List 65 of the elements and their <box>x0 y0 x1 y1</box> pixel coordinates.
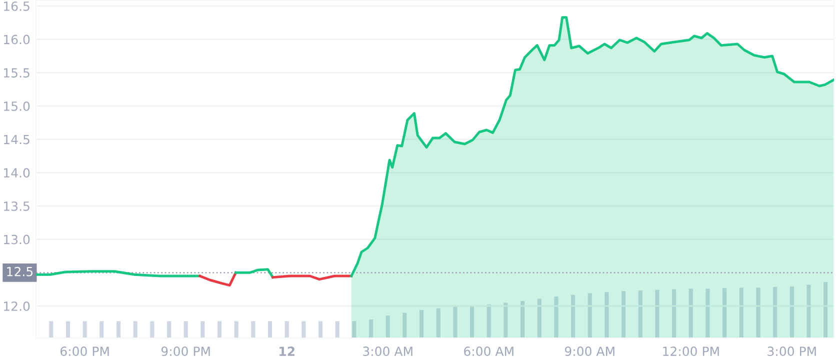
y-tick-label: 14.5 <box>4 134 30 144</box>
x-tick-label: 12:00 PM <box>663 346 719 356</box>
y-tick-label: 16.0 <box>4 34 30 44</box>
y-tick-label: 16.5 <box>4 1 30 11</box>
bar <box>688 288 693 338</box>
bar <box>470 306 474 338</box>
bar <box>436 308 440 338</box>
bar <box>824 282 828 338</box>
y-tick-label: 13.5 <box>4 201 30 211</box>
bar <box>369 320 374 338</box>
bar <box>116 321 121 338</box>
x-tick-label: 6:00 AM <box>464 346 514 356</box>
bar <box>352 321 356 338</box>
bar <box>268 321 272 338</box>
x-tick-label: 3:00 AM <box>363 346 412 356</box>
x-tick-label: 3:00 PM <box>768 346 816 356</box>
y-tick-label: 13.0 <box>4 234 30 244</box>
bar <box>554 296 558 338</box>
bar <box>184 321 188 338</box>
bar <box>672 289 676 338</box>
bar <box>453 306 458 338</box>
bar <box>739 288 744 338</box>
x-tick-label: 9:00 PM <box>161 346 210 356</box>
bar <box>284 321 289 338</box>
bar <box>638 290 642 338</box>
bar <box>402 312 407 338</box>
bar <box>318 321 323 338</box>
bar <box>150 321 154 338</box>
x-tick-label: 12 <box>280 346 294 356</box>
bar <box>49 321 54 338</box>
x-tick-label: 6:00 PM <box>60 346 109 356</box>
bar <box>234 321 238 338</box>
bar <box>790 286 794 338</box>
bar <box>504 302 508 338</box>
bar <box>386 316 390 338</box>
bar <box>520 301 525 338</box>
bar <box>722 288 727 338</box>
bar <box>806 284 811 338</box>
bar <box>217 321 222 338</box>
bar <box>100 321 104 338</box>
bar <box>604 292 609 338</box>
bar <box>773 287 778 338</box>
bar <box>133 321 138 338</box>
bar <box>588 293 592 338</box>
bar <box>622 290 626 338</box>
bar <box>82 321 87 338</box>
bar <box>756 288 760 338</box>
bar <box>166 321 172 338</box>
bar <box>571 294 576 338</box>
bar <box>66 321 70 338</box>
bar <box>200 321 205 338</box>
ref-line-label: 12.5 <box>7 266 33 276</box>
y-tick-label: 15.0 <box>4 101 30 111</box>
bar <box>335 321 340 338</box>
x-tick-label: 9:00 AM <box>564 346 614 356</box>
bar <box>251 321 256 338</box>
bar <box>537 298 542 338</box>
bar <box>420 310 424 338</box>
bar <box>486 304 491 338</box>
y-tick-label: 12.0 <box>4 301 30 311</box>
y-tick-label: 14.0 <box>4 168 30 178</box>
bar <box>706 288 710 338</box>
bar <box>302 321 306 338</box>
y-tick-label: 15.5 <box>4 68 30 78</box>
bar <box>655 290 660 338</box>
